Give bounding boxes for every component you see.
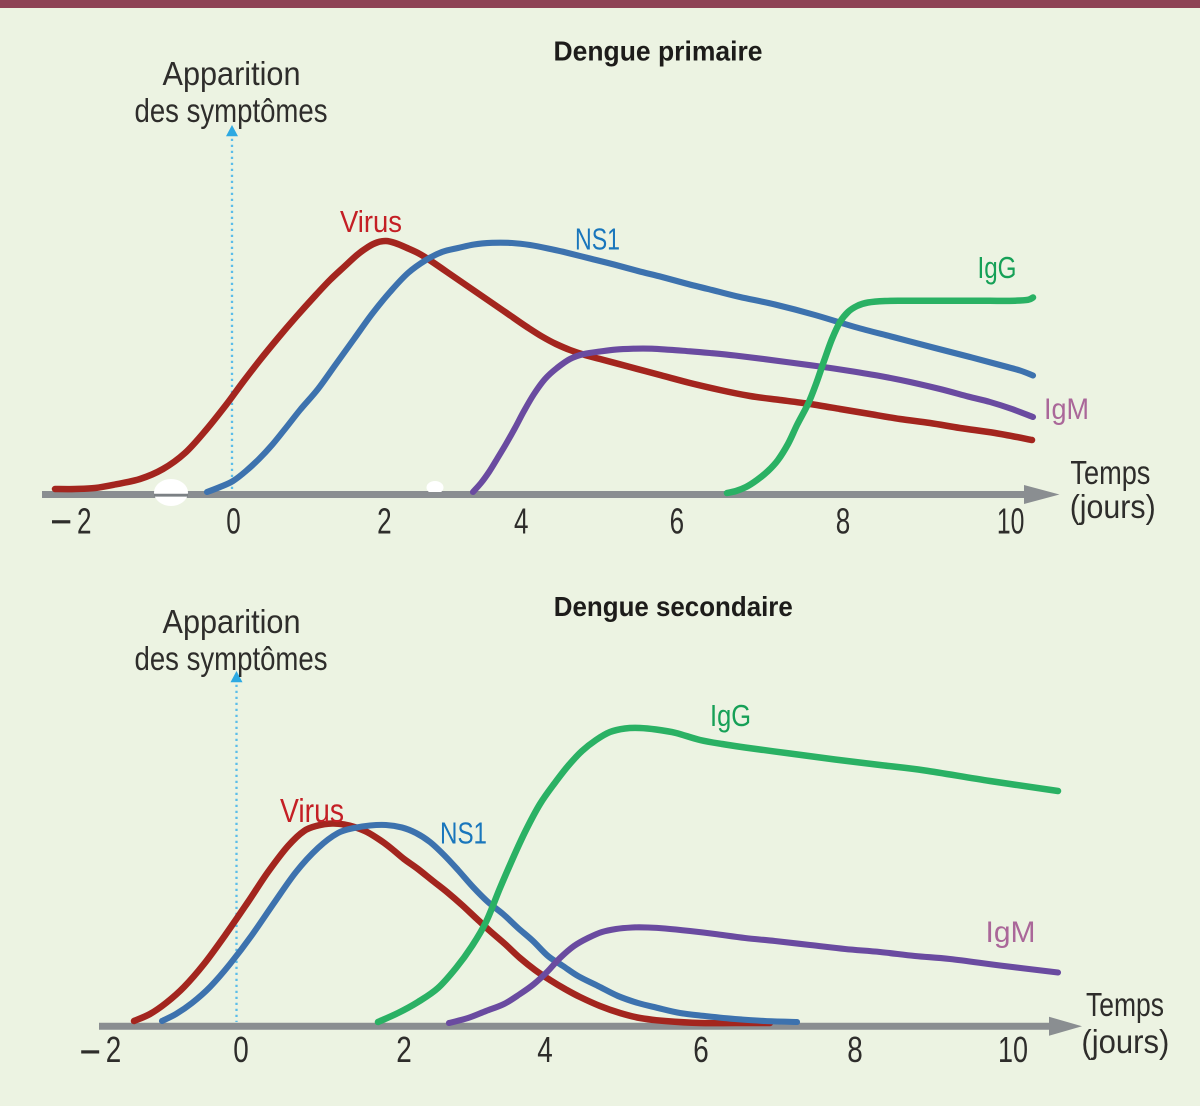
svg-text:des symptômes: des symptômes: [135, 92, 328, 129]
svg-text:(jours): (jours): [1081, 1023, 1169, 1060]
svg-text:(jours): (jours): [1070, 488, 1156, 525]
svg-text:Virus: Virus: [340, 204, 402, 239]
svg-text:0: 0: [233, 1029, 249, 1070]
svg-text:IgM: IgM: [1044, 393, 1089, 426]
svg-text:Apparition: Apparition: [163, 55, 301, 92]
svg-text:2: 2: [377, 501, 392, 542]
svg-text:IgG: IgG: [710, 698, 751, 733]
svg-text:10: 10: [997, 501, 1025, 542]
svg-text:6: 6: [670, 501, 685, 542]
svg-text:NS1: NS1: [440, 816, 487, 851]
svg-text:4: 4: [514, 501, 529, 542]
svg-text:8: 8: [836, 501, 851, 542]
svg-text:Apparition: Apparition: [163, 603, 301, 640]
svg-text:NS1: NS1: [575, 222, 620, 257]
svg-text:2: 2: [106, 1029, 122, 1070]
svg-text:des symptômes: des symptômes: [135, 640, 328, 677]
svg-text:Temps: Temps: [1086, 986, 1164, 1023]
svg-text:2: 2: [77, 501, 92, 542]
svg-text:Temps: Temps: [1070, 454, 1150, 491]
svg-text:8: 8: [847, 1029, 863, 1070]
svg-text:2: 2: [396, 1029, 412, 1070]
svg-text:0: 0: [226, 501, 241, 542]
svg-text:Dengue primaire: Dengue primaire: [554, 35, 763, 66]
svg-text:4: 4: [537, 1029, 553, 1070]
svg-text:6: 6: [693, 1029, 709, 1070]
svg-text:Dengue secondaire: Dengue secondaire: [554, 591, 793, 622]
svg-text:IgM: IgM: [986, 916, 1036, 949]
svg-text:Virus: Virus: [280, 792, 344, 829]
svg-text:10: 10: [998, 1029, 1028, 1070]
svg-text:IgG: IgG: [978, 250, 1017, 285]
